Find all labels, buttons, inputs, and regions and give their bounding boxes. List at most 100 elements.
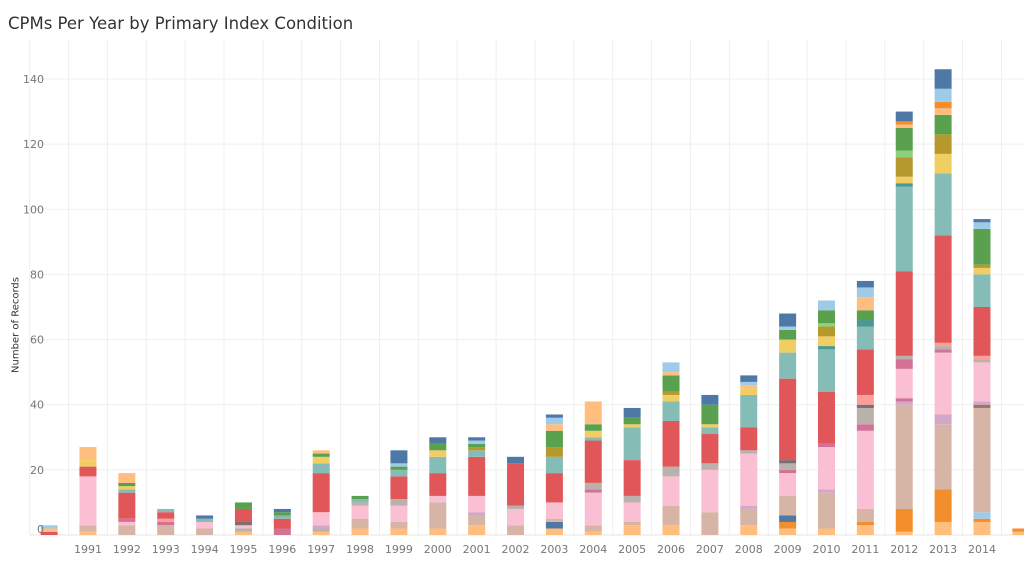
bar-segment[interactable] <box>468 443 486 448</box>
bar-segment[interactable] <box>79 531 97 535</box>
bar-segment[interactable] <box>118 489 136 493</box>
bar-segment[interactable] <box>545 447 563 457</box>
bar-segment[interactable] <box>312 463 330 474</box>
bar-segment[interactable] <box>856 407 874 425</box>
bar-segment[interactable] <box>40 528 58 532</box>
bar-segment[interactable] <box>856 430 874 509</box>
bar-segment[interactable] <box>818 346 835 350</box>
bar-segment[interactable] <box>545 430 563 448</box>
bar-1999[interactable] <box>390 450 408 535</box>
bar-segment[interactable] <box>429 502 447 529</box>
bar-segment[interactable] <box>856 394 874 405</box>
bar-segment[interactable] <box>118 482 136 487</box>
bar-segment[interactable] <box>779 473 797 496</box>
bar-segment[interactable] <box>779 469 797 474</box>
bar-segment[interactable] <box>818 489 835 493</box>
bar-1994[interactable] <box>196 515 214 535</box>
bar-segment[interactable] <box>895 186 913 272</box>
bar-segment[interactable] <box>429 437 447 444</box>
bar-segment[interactable] <box>234 525 252 529</box>
bar-segment[interactable] <box>779 515 797 522</box>
bar-segment[interactable] <box>856 525 874 535</box>
bar-segment[interactable] <box>740 375 758 382</box>
bar-2000[interactable] <box>429 437 447 535</box>
bar-segment[interactable] <box>662 476 680 506</box>
bar-segment[interactable] <box>351 499 369 503</box>
bar-segment[interactable] <box>818 492 835 529</box>
bar-segment[interactable] <box>312 453 330 457</box>
bar-segment[interactable] <box>779 313 797 327</box>
bar-segment[interactable] <box>312 531 330 535</box>
bar-1998[interactable] <box>351 495 369 535</box>
bar-segment[interactable] <box>895 183 913 187</box>
bar-2008[interactable] <box>740 375 758 535</box>
bar-segment[interactable] <box>740 385 758 389</box>
bar-segment[interactable] <box>312 450 330 454</box>
bar-1995[interactable] <box>234 502 252 535</box>
bar-segment[interactable] <box>234 508 252 522</box>
bar-segment[interactable] <box>701 512 719 535</box>
bar-segment[interactable] <box>740 505 758 509</box>
bar-segment[interactable] <box>273 512 291 516</box>
bar-segment[interactable] <box>856 280 874 288</box>
bar-segment[interactable] <box>973 228 991 265</box>
bar-segment[interactable] <box>468 447 486 451</box>
bar-segment[interactable] <box>623 417 641 425</box>
bar-segment[interactable] <box>856 326 874 350</box>
bar-2001[interactable] <box>468 437 486 535</box>
bar-segment[interactable] <box>468 525 486 535</box>
bar-segment[interactable] <box>701 394 719 405</box>
bar-segment[interactable] <box>895 127 913 151</box>
bar-segment[interactable] <box>390 450 408 464</box>
bar-segment[interactable] <box>973 222 991 229</box>
bar-segment[interactable] <box>895 404 913 509</box>
bar-segment[interactable] <box>973 264 991 268</box>
bar-segment[interactable] <box>623 460 641 496</box>
bar-segment[interactable] <box>818 391 835 444</box>
bar-segment[interactable] <box>79 466 97 477</box>
bar-segment[interactable] <box>623 427 641 461</box>
bar-segment[interactable] <box>312 528 330 532</box>
bar-2005[interactable] <box>623 407 641 535</box>
bar-segment[interactable] <box>662 375 680 392</box>
bar-segment[interactable] <box>934 108 952 115</box>
bar-1993[interactable] <box>157 508 175 535</box>
bar-segment[interactable] <box>740 525 758 535</box>
bar-segment[interactable] <box>701 427 719 435</box>
bar-segment[interactable] <box>973 407 991 513</box>
bar-segment[interactable] <box>118 518 136 522</box>
bar-1991[interactable] <box>79 447 97 535</box>
bar-segment[interactable] <box>818 326 835 337</box>
bar-segment[interactable] <box>895 531 913 535</box>
bar-segment[interactable] <box>545 528 563 535</box>
bar-segment[interactable] <box>779 521 797 529</box>
bar-segment[interactable] <box>973 521 991 535</box>
bar-2011[interactable] <box>856 280 874 535</box>
bar-segment[interactable] <box>662 505 680 526</box>
bar-segment[interactable] <box>545 502 563 519</box>
bar-segment[interactable] <box>584 437 602 441</box>
bar-segment[interactable] <box>895 121 913 125</box>
bar-segment[interactable] <box>662 466 680 477</box>
bar-segment[interactable] <box>234 531 252 535</box>
bar-segment[interactable] <box>584 492 602 526</box>
bar-segment[interactable] <box>390 466 408 470</box>
bar-null[interactable] <box>40 525 58 535</box>
bar-segment[interactable] <box>818 323 835 327</box>
bar-segment[interactable] <box>934 489 952 522</box>
bar-segment[interactable] <box>273 518 291 529</box>
bar-segment[interactable] <box>973 401 991 405</box>
bar-segment[interactable] <box>584 482 602 490</box>
bar-segment[interactable] <box>623 525 641 535</box>
bar-segment[interactable] <box>468 515 486 526</box>
bar-segment[interactable] <box>779 326 797 330</box>
bar-segment[interactable] <box>701 404 719 425</box>
bar-segment[interactable] <box>390 463 408 467</box>
bar-segment[interactable] <box>740 453 758 506</box>
bar-segment[interactable] <box>701 469 719 513</box>
bar-segment[interactable] <box>79 525 97 532</box>
bar-segment[interactable] <box>545 417 563 425</box>
bar-segment[interactable] <box>856 404 874 408</box>
bar-1997[interactable] <box>312 450 330 535</box>
bar-segment[interactable] <box>701 463 719 470</box>
